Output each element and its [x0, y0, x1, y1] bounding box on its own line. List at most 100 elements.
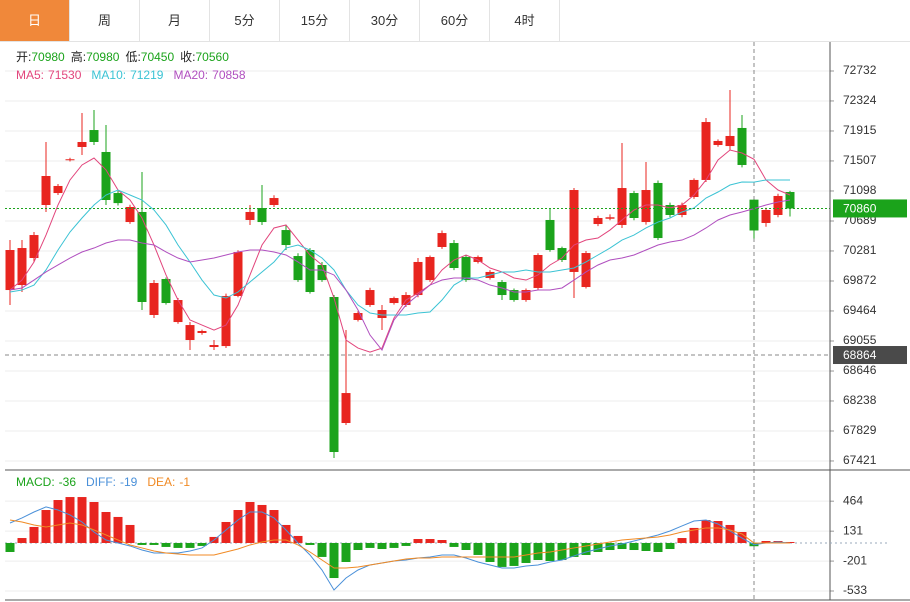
macd-bar	[581, 542, 591, 555]
y-tick-label: 69464	[843, 303, 877, 317]
macd-bar	[425, 539, 435, 543]
macd-bar	[281, 524, 291, 543]
candle-body	[113, 193, 123, 204]
candle-body	[245, 211, 255, 220]
ma-legend-value: 71530	[48, 68, 82, 82]
macd-bar	[569, 542, 579, 557]
y-tick-label: 72732	[843, 63, 877, 77]
y-tick-label: 69872	[843, 273, 877, 287]
candle-body	[41, 175, 51, 205]
candle-body	[101, 151, 111, 201]
ma-legend-value: 70858	[212, 68, 246, 82]
macd-bar	[605, 542, 615, 551]
candle-body	[185, 325, 195, 341]
macd-bar	[353, 542, 363, 551]
macd-bar	[665, 542, 675, 550]
macd-bar	[641, 542, 651, 551]
macd-bar	[29, 526, 39, 543]
y-tick-label: -533	[843, 583, 867, 597]
macd-bar	[617, 542, 627, 550]
candle-body	[665, 204, 675, 215]
ma-legend-label: MA20:	[173, 68, 208, 82]
macd-bar	[89, 501, 99, 543]
candle-body	[425, 256, 435, 281]
candle-body	[641, 190, 651, 223]
period-tab[interactable]: 5分	[210, 0, 280, 41]
macd-bar	[53, 500, 63, 543]
candle-body	[293, 256, 303, 281]
macd-bar	[377, 542, 387, 550]
y-tick-label: -201	[843, 553, 867, 567]
candle-body	[305, 250, 315, 293]
candle-body	[233, 251, 243, 296]
macd-legend-label: MACD:	[16, 475, 55, 489]
candle-body	[209, 345, 219, 348]
crosshair-price-label: 68864	[843, 348, 877, 362]
macd-bar	[17, 538, 27, 543]
macd-bar	[701, 520, 711, 543]
macd-legend-label: DIFF:	[86, 475, 116, 489]
ma-legend: MA5: 71530 MA10: 71219 MA20: 70858	[16, 68, 246, 82]
candle-body	[449, 243, 459, 269]
candle-body	[509, 290, 519, 301]
macd-bar	[113, 516, 123, 543]
candle-body	[653, 182, 663, 239]
candle-body	[461, 256, 471, 281]
y-tick-label: 68646	[843, 363, 877, 377]
macd-bar	[593, 542, 603, 552]
macd-bar	[365, 542, 375, 548]
macd-bar	[449, 542, 459, 547]
candle-body	[77, 141, 87, 147]
macd-line	[9, 519, 790, 569]
candle-body	[65, 159, 75, 161]
macd-bar	[509, 542, 519, 566]
period-tab[interactable]: 日	[0, 0, 70, 41]
macd-bar	[293, 535, 303, 543]
candle-body	[389, 298, 399, 304]
period-tab[interactable]: 60分	[420, 0, 490, 41]
candle-body	[29, 235, 39, 259]
macd-bar	[173, 542, 183, 548]
y-tick-label: 71915	[843, 123, 877, 137]
candle-body	[137, 211, 147, 302]
ohlc-value: 70560	[196, 50, 230, 64]
macd-legend-label: DEA:	[147, 475, 175, 489]
period-tab[interactable]: 4时	[490, 0, 560, 41]
y-tick-label: 68238	[843, 393, 877, 407]
period-tab[interactable]: 月	[140, 0, 210, 41]
macd-bar	[233, 510, 243, 543]
candle-body	[749, 199, 759, 231]
macd-bar	[161, 542, 171, 547]
macd-bar	[653, 542, 663, 552]
candle-body	[89, 130, 99, 142]
y-tick-label: 71507	[843, 153, 877, 167]
crosshair-price-box	[833, 346, 907, 365]
candle-body	[521, 290, 531, 301]
candle-body	[701, 122, 711, 180]
macd-bar	[185, 542, 195, 548]
macd-legend-value: -1	[179, 475, 190, 489]
period-tab[interactable]: 30分	[350, 0, 420, 41]
period-tab[interactable]: 15分	[280, 0, 350, 41]
ma-legend-label: MA10:	[91, 68, 126, 82]
candle-body	[5, 250, 15, 291]
ma-legend-label: MA5:	[16, 68, 44, 82]
candle-body	[353, 313, 363, 320]
macd-bar	[689, 527, 699, 543]
y-tick-label: 69055	[843, 333, 877, 347]
period-tab[interactable]: 周	[70, 0, 140, 41]
macd-bar	[473, 542, 483, 555]
y-tick-label: 67421	[843, 453, 877, 467]
candle-body	[581, 253, 591, 288]
y-tick-label: 131	[843, 523, 863, 537]
candle-body	[197, 331, 207, 333]
y-tick-label: 72324	[843, 93, 877, 107]
macd-bar	[761, 540, 771, 543]
candle-body	[617, 188, 627, 225]
candle-body	[269, 198, 279, 205]
macd-bar	[101, 511, 111, 543]
macd-bar	[461, 542, 471, 551]
macd-bar	[197, 542, 207, 546]
candle-body	[53, 185, 63, 194]
